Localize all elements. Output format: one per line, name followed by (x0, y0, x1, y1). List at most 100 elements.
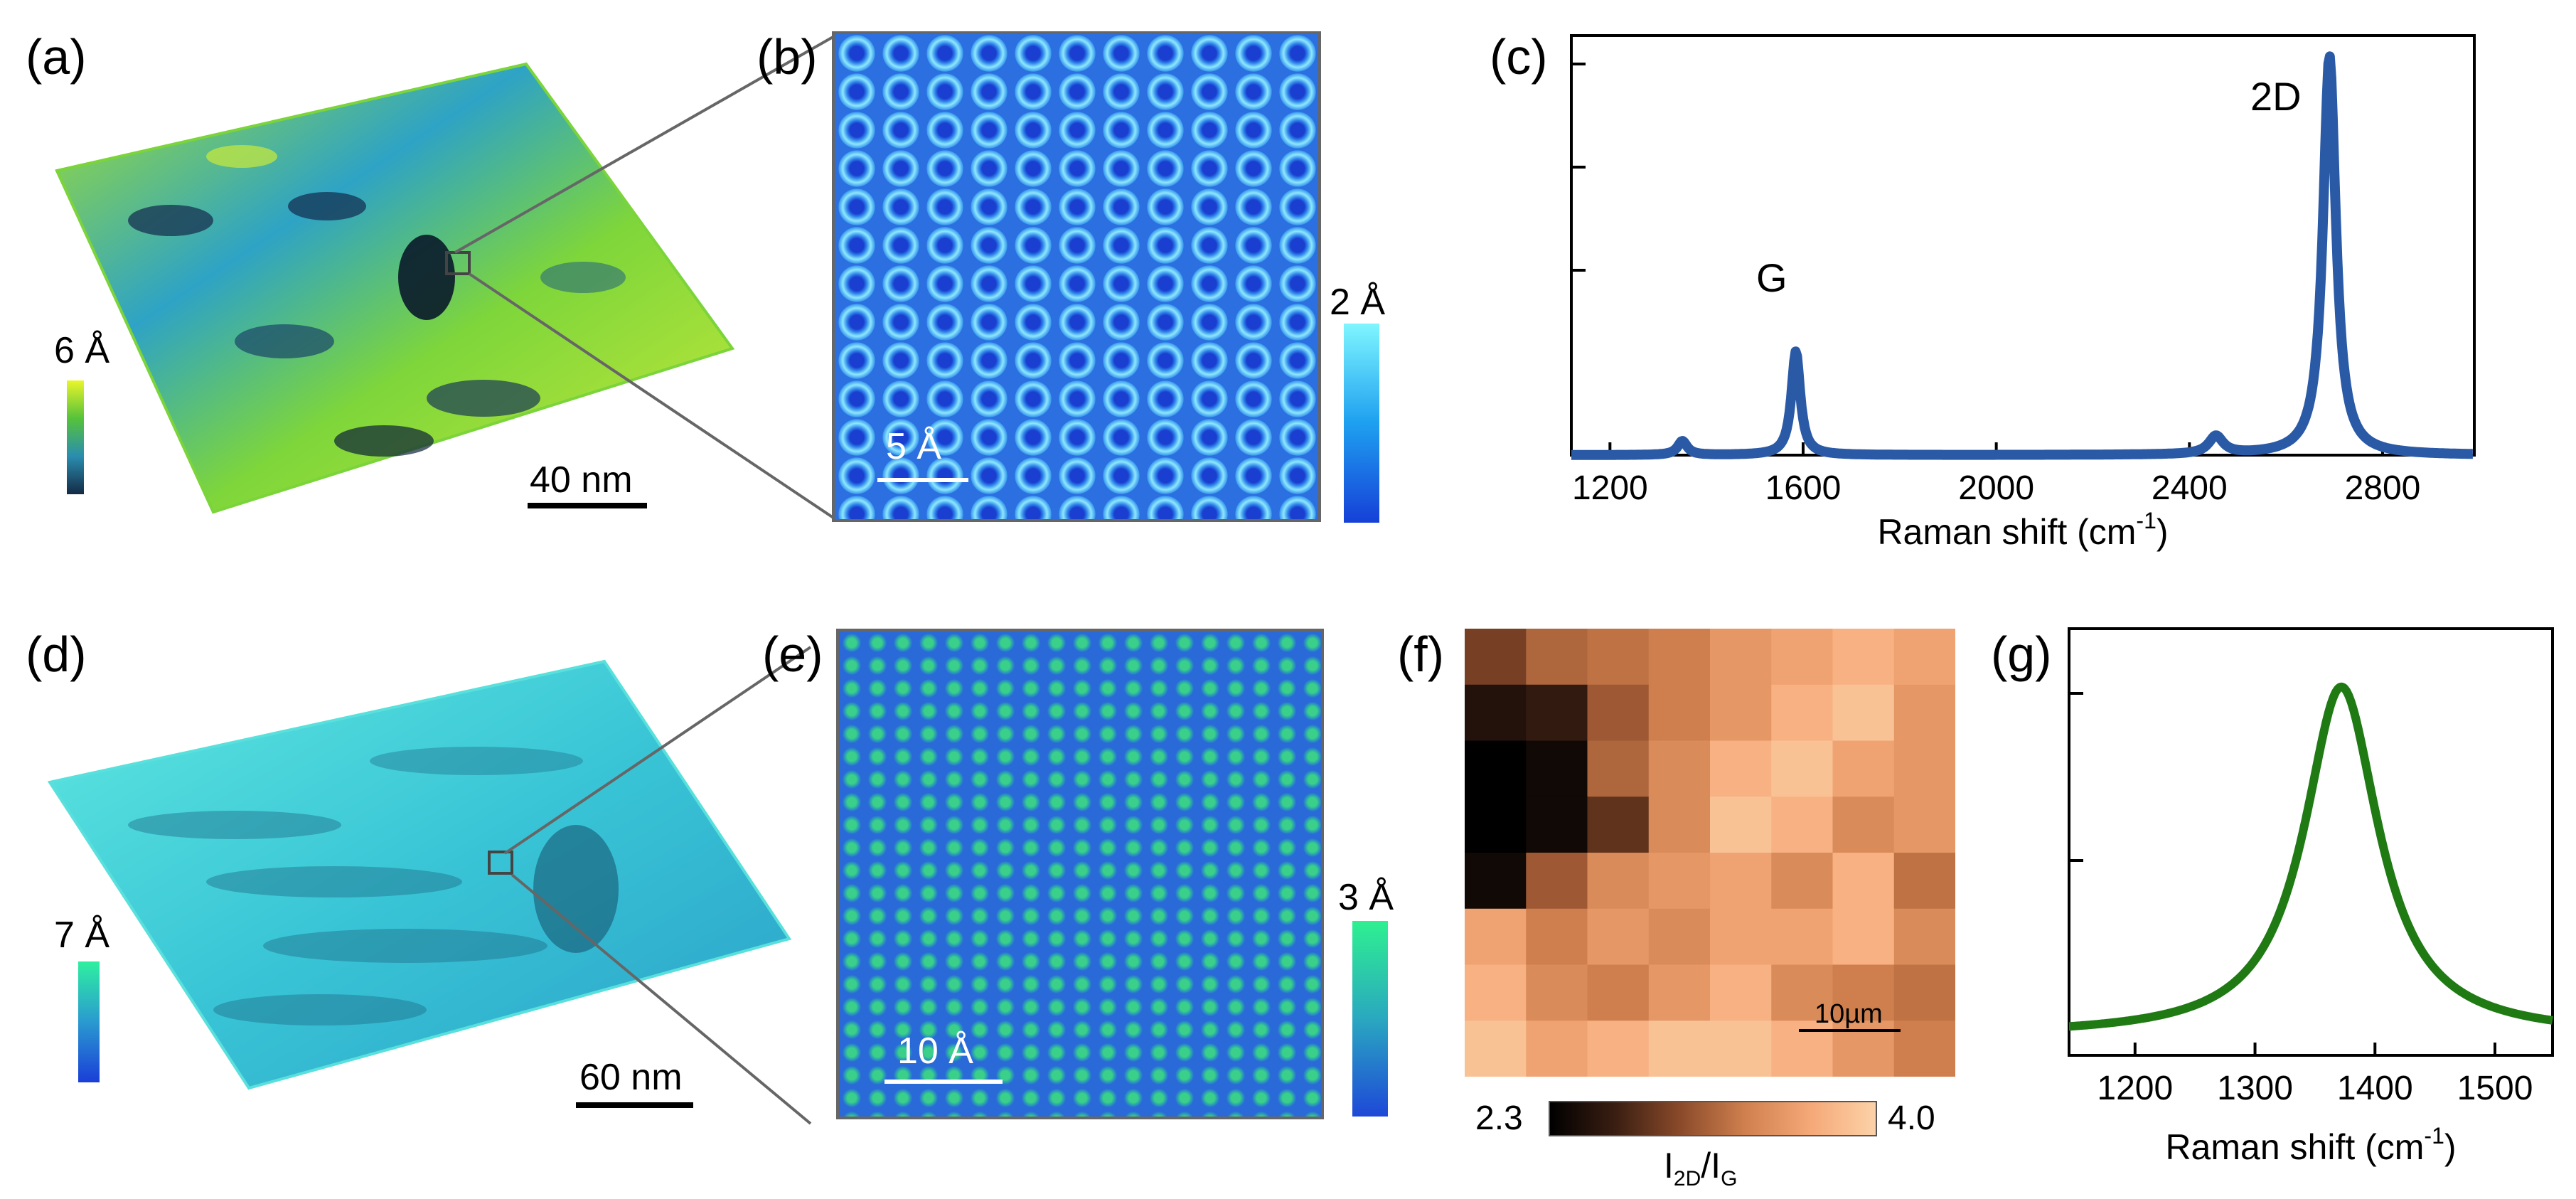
heatmap-cell (1893, 964, 1955, 1021)
x-tick-label: 2000 (1958, 469, 2034, 507)
heatmap-cell (1648, 964, 1711, 1021)
x-tick-label: 1500 (2457, 1070, 2533, 1107)
heatmap-cell (1710, 740, 1772, 797)
heatmap-cell (1465, 629, 1527, 686)
heatmap-cell (1526, 684, 1588, 741)
heatmap-cell (1771, 964, 1833, 1021)
raman-series-g (2065, 682, 2556, 1031)
x-tick-label: 1400 (2337, 1070, 2413, 1107)
panel-f-label: (f) (1397, 627, 1445, 682)
heatmap-cell (1587, 740, 1650, 797)
heatmap-cell (1465, 908, 1527, 965)
raman-series-c (1568, 51, 2476, 460)
panel-b-label: (b) (757, 29, 818, 85)
colorbar-label-b: 2 Å (1330, 282, 1386, 323)
heatmap-cell (1710, 853, 1772, 910)
heatmap-cell (1893, 796, 1955, 853)
heatmap-cell (1771, 796, 1833, 853)
heatmap-cell (1526, 629, 1588, 686)
heatmap-cell (1587, 629, 1650, 686)
scalebar-b (877, 478, 968, 482)
cbar-max-f: 4.0 (1888, 1099, 1935, 1137)
zoom-box-d (488, 851, 513, 875)
plot-frame-g (2068, 627, 2554, 1057)
colorbar-label-e: 3 Å (1338, 877, 1394, 918)
heatmap-cell (1526, 964, 1588, 1021)
scalebar-label-d: 60 nm (579, 1057, 683, 1098)
panel-a-label: (a) (26, 29, 87, 85)
heatmap-cell (1710, 908, 1772, 965)
heatmap-cell (1465, 740, 1527, 797)
heatmap-cell (1648, 796, 1711, 853)
heatmap-cell (1587, 964, 1650, 1021)
heatmap-cell (1832, 684, 1895, 741)
heatmap-cell (1465, 853, 1527, 910)
heatmap-cell (1771, 740, 1833, 797)
colorbar-label-d: 7 Å (54, 915, 110, 956)
heatmap-cell (1710, 684, 1772, 741)
heatmap-cell (1710, 629, 1772, 686)
colorbar-a (67, 380, 84, 494)
heatmap-cell (1832, 964, 1895, 1021)
raman-chart-c: 1200 1600 2000 2400 2800 G 2D Raman shift (c… (1568, 34, 2476, 552)
heatmap-cell (1648, 684, 1711, 741)
heatmap-cell (1587, 796, 1650, 853)
heatmap-cell (1710, 1021, 1772, 1077)
heatmap-cell (1648, 908, 1711, 965)
x-axis-title-c: Raman shift (cm-1) (1877, 508, 2168, 552)
afm-surface-a (55, 62, 735, 514)
heatmap-cell (1832, 853, 1895, 910)
ratio-map-f (1465, 629, 1955, 1077)
x-tick-label: 2800 (2345, 469, 2421, 507)
heatmap-cell (1465, 964, 1527, 1021)
scalebar-label-f: 10µm (1815, 999, 1883, 1029)
heatmap-cell (1832, 908, 1895, 965)
heatmap-cell (1648, 740, 1711, 797)
cbar-title-f: I2D/IG (1664, 1146, 1738, 1190)
panel-d-label: (d) (26, 627, 87, 682)
x-tick-label: 1600 (1765, 469, 1842, 507)
colorbar-d (78, 961, 100, 1082)
x-tick-label: 1200 (2097, 1070, 2173, 1107)
heatmap-cell (1526, 853, 1588, 910)
x-tick-label: 1300 (2217, 1070, 2293, 1107)
heatmap-cell (1526, 796, 1588, 853)
x-tick-label: 2400 (2152, 469, 2228, 507)
heatmap-cell (1710, 964, 1772, 1021)
zoom-lines-a (454, 34, 837, 521)
raman-chart-g: 1200 1300 1400 1500 Raman shift (cm-1) (2065, 627, 2556, 1167)
heatmap-cell (1587, 1021, 1650, 1077)
heatmap-cell (1771, 684, 1833, 741)
scalebar-label-e: 10 Å (897, 1030, 973, 1072)
heatmap-cell (1893, 740, 1955, 797)
cbar-min-f: 2.3 (1475, 1099, 1523, 1137)
heatmap-cell (1771, 853, 1833, 910)
heatmap-cell (1832, 796, 1895, 853)
heatmap-cell (1587, 684, 1650, 741)
x-tick-label: 1200 (1572, 469, 1648, 507)
colorbar-f (1549, 1101, 1877, 1136)
heatmap-cell (1832, 629, 1895, 686)
panel-e-label: (e) (762, 627, 823, 682)
heatmap-cell (1465, 1021, 1527, 1077)
heatmap-cell (1710, 796, 1772, 853)
afm-surface-d (47, 659, 792, 1090)
peak-label-g: G (1756, 255, 1787, 300)
heatmap-cell (1648, 1021, 1711, 1077)
heatmap-cell (1893, 629, 1955, 686)
panel-c-label: (c) (1490, 29, 1548, 85)
colorbar-e (1352, 921, 1388, 1117)
heatmap-cell (1587, 908, 1650, 965)
scalebar-d (576, 1102, 693, 1108)
heatmap-cell (1893, 908, 1955, 965)
colorbar-b (1344, 324, 1379, 523)
heatmap-cell (1526, 740, 1588, 797)
heatmap-cell (1893, 1021, 1955, 1077)
heatmap-cell (1648, 853, 1711, 910)
zoom-lines-d (503, 646, 812, 1125)
heatmap-cell (1465, 684, 1527, 741)
heatmap-cell (1893, 684, 1955, 741)
colorbar-label-a: 6 Å (54, 330, 110, 371)
heatmap-cell (1587, 853, 1650, 910)
stm-image-e: 10 Å (836, 629, 1324, 1119)
